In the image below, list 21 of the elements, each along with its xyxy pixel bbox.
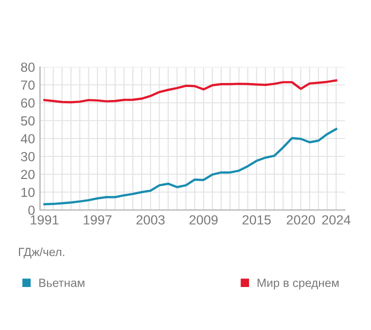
legend-label: Вьетнам (39, 278, 84, 288)
y-tick-label: 30 (20, 152, 35, 162)
y-axis-title: ГДж/чел. (18, 247, 64, 258)
y-tick-label: 20 (21, 170, 35, 180)
legend-label: Мир в среднем (258, 278, 339, 290)
x-tick-label: 2003 (136, 215, 165, 225)
line-series (43, 128, 338, 206)
line-series (43, 79, 338, 104)
x-tick-label: 2009 (190, 215, 218, 225)
y-tick-label: 50 (20, 116, 35, 126)
y-tick-label: 0 (28, 206, 35, 215)
y-tick-label: 10 (21, 188, 35, 198)
y-tick-label: 70 (21, 80, 35, 90)
y-tick-label: 60 (21, 98, 35, 108)
x-tick-label: 2020 (286, 215, 315, 225)
y-tick-label: 40 (20, 134, 35, 144)
x-tick-label: 1997 (84, 215, 112, 225)
x-tick-label: 2015 (242, 215, 271, 225)
y-tick-label: 80 (21, 62, 35, 72)
x-tick-label: 1991 (30, 215, 58, 225)
x-tick-label: 2024 (322, 215, 350, 225)
